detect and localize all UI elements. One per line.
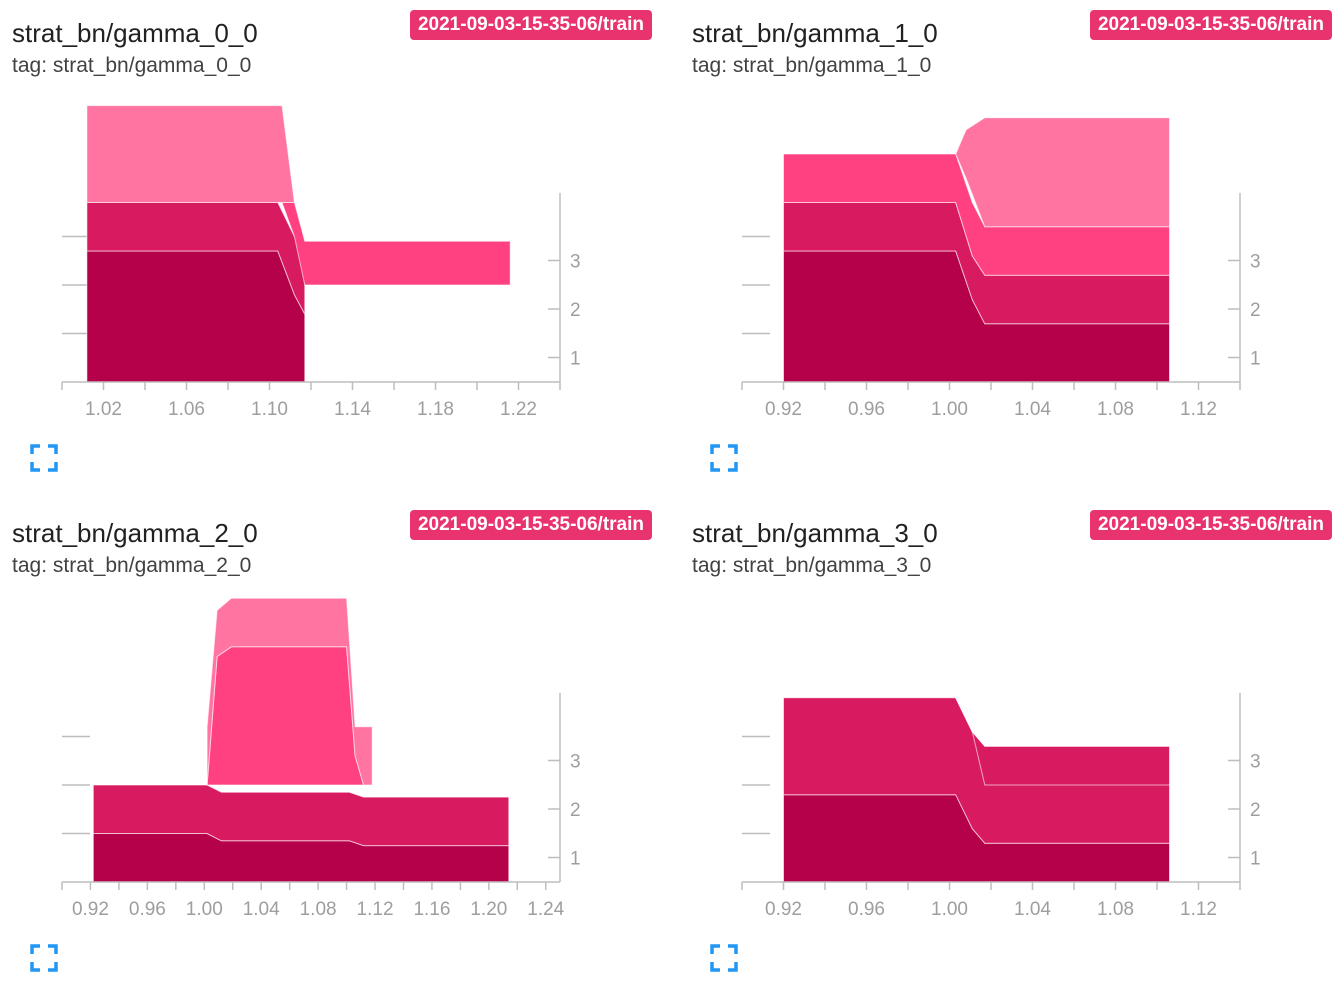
- card-tag: tag: strat_bn/gamma_0_0: [12, 54, 252, 77]
- histogram-chart: 1 2 3 0.92 0.96 1.00 1.04 1.08 1.12 1.16 1.20 1.24: [61, 597, 581, 920]
- histogram-layer: [955, 697, 1170, 747]
- x-tick-label: 1.04: [243, 899, 280, 920]
- histogram-layer: [206, 646, 365, 786]
- fullscreen-corner: [30, 444, 40, 454]
- fullscreen-icon[interactable]: [30, 444, 58, 472]
- histogram-chart: 1 2 3 0.92 0.96 1.00 1.04 1.08 1.12: [741, 692, 1261, 920]
- fullscreen-corner: [48, 462, 58, 472]
- y-tick-label: 1: [1250, 349, 1261, 370]
- y-tick-label: 1: [570, 849, 581, 870]
- fullscreen-corner: [710, 962, 720, 972]
- histogram-card: strat_bn/gamma_1_0 tag: strat_bn/gamma_1…: [692, 4, 1332, 484]
- y-tick-label: 1: [1250, 849, 1261, 870]
- x-tick-label: 1.02: [85, 399, 122, 420]
- card-title: strat_bn/gamma_0_0: [12, 18, 258, 48]
- y-tick-label: 2: [570, 800, 581, 821]
- y-tick-label: 3: [1250, 252, 1261, 273]
- x-tick-label: 1.08: [300, 899, 337, 920]
- histogram-layer: [783, 153, 1170, 276]
- x-tick-label: 0.92: [765, 399, 802, 420]
- x-tick-label: 1.08: [1097, 399, 1134, 420]
- x-tick-label: 0.96: [848, 899, 885, 920]
- x-tick-label: 1.22: [500, 399, 537, 420]
- histogram-chart: 1 2 3 0.92 0.96 1.00 1.04 1.08 1.12: [741, 117, 1261, 420]
- y-tick-label: 2: [1250, 800, 1261, 821]
- x-tick-label: 1.12: [1180, 899, 1217, 920]
- histogram-card: strat_bn/gamma_2_0 tag: strat_bn/gamma_2…: [12, 504, 652, 984]
- fullscreen-corner: [728, 444, 738, 454]
- x-tick-label: 0.96: [129, 899, 166, 920]
- fullscreen-icon[interactable]: [30, 944, 58, 972]
- fullscreen-corner: [30, 962, 40, 972]
- card-tag: tag: strat_bn/gamma_3_0: [692, 554, 932, 577]
- run-badge: 2021-09-03-15-35-06/train: [1089, 510, 1332, 540]
- y-tick-label: 3: [1250, 752, 1261, 773]
- y-tick-label: 1: [570, 349, 581, 370]
- x-tick-label: 0.92: [765, 899, 802, 920]
- x-tick-label: 1.16: [413, 899, 450, 920]
- card-title: strat_bn/gamma_2_0: [12, 518, 258, 548]
- histogram-layer: [92, 784, 510, 847]
- fullscreen-corner: [710, 462, 720, 472]
- y-tick-label: 2: [570, 300, 581, 321]
- histogram-layer: [955, 117, 1170, 228]
- histogram-layer: [86, 250, 306, 383]
- x-tick-label: 1.14: [334, 399, 371, 420]
- fullscreen-corner: [710, 944, 720, 954]
- x-tick-label: 1.00: [931, 399, 968, 420]
- x-tick-label: 1.08: [1097, 899, 1134, 920]
- x-tick-label: 1.04: [1014, 899, 1051, 920]
- fullscreen-corner: [728, 944, 738, 954]
- x-tick-label: 1.20: [470, 899, 507, 920]
- fullscreen-corner: [30, 944, 40, 954]
- run-badge: 2021-09-03-15-35-06/train: [1089, 10, 1332, 40]
- x-tick-label: 1.12: [1180, 399, 1217, 420]
- x-tick-label: 1.00: [931, 899, 968, 920]
- run-badge: 2021-09-03-15-35-06/train: [409, 510, 652, 540]
- histogram-card: strat_bn/gamma_0_0 tag: strat_bn/gamma_0…: [12, 4, 652, 484]
- histogram-layer: [281, 202, 511, 286]
- histogram-chart: 1 2 3 1.02 1.06 1.10 1.14 1.18 1.22: [61, 105, 581, 420]
- x-tick-label: 1.24: [527, 899, 564, 920]
- x-tick-label: 0.96: [848, 399, 885, 420]
- x-tick-label: 1.12: [357, 899, 394, 920]
- histogram-layer: [206, 597, 373, 786]
- x-tick-label: 1.04: [1014, 399, 1051, 420]
- fullscreen-corner: [30, 462, 40, 472]
- fullscreen-icon[interactable]: [710, 944, 738, 972]
- x-tick-label: 1.10: [251, 399, 288, 420]
- histogram-layer: [86, 202, 306, 315]
- card-tag: tag: strat_bn/gamma_1_0: [692, 54, 932, 77]
- card-tag: tag: strat_bn/gamma_2_0: [12, 554, 252, 577]
- x-tick-label: 0.92: [72, 899, 109, 920]
- x-tick-label: 1.18: [417, 399, 454, 420]
- y-tick-label: 3: [570, 252, 581, 273]
- fullscreen-corner: [710, 444, 720, 454]
- fullscreen-icon[interactable]: [710, 444, 738, 472]
- card-title: strat_bn/gamma_3_0: [692, 518, 938, 548]
- card-title: strat_bn/gamma_1_0: [692, 18, 938, 48]
- histogram-card: strat_bn/gamma_3_0 tag: strat_bn/gamma_3…: [692, 504, 1332, 984]
- x-tick-label: 1.00: [186, 899, 223, 920]
- x-tick-label: 1.06: [168, 399, 205, 420]
- run-badge: 2021-09-03-15-35-06/train: [409, 10, 652, 40]
- fullscreen-corner: [728, 962, 738, 972]
- histogram-layer: [86, 105, 305, 203]
- fullscreen-corner: [48, 944, 58, 954]
- y-tick-label: 3: [570, 752, 581, 773]
- fullscreen-corner: [48, 962, 58, 972]
- fullscreen-corner: [48, 444, 58, 454]
- y-tick-label: 2: [1250, 300, 1261, 321]
- fullscreen-corner: [728, 462, 738, 472]
